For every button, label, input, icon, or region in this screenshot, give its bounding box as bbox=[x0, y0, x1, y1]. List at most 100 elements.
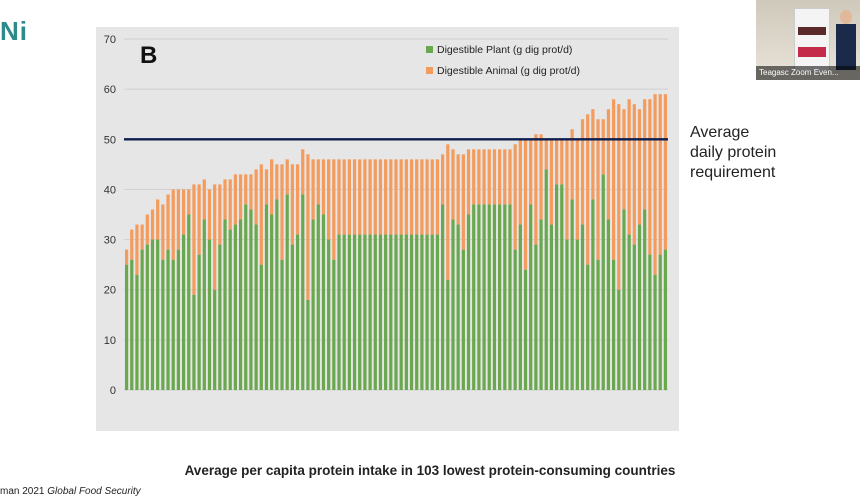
y-tick-label: 70 bbox=[104, 34, 116, 46]
bar-plant bbox=[218, 244, 222, 390]
bar-plant bbox=[420, 234, 424, 390]
bar-animal bbox=[658, 94, 662, 255]
bar-animal bbox=[394, 159, 398, 235]
bar-animal bbox=[384, 159, 388, 235]
bar-animal bbox=[622, 109, 626, 210]
bar-animal bbox=[663, 94, 668, 250]
bar-animal bbox=[446, 144, 450, 280]
bar-plant bbox=[658, 254, 662, 390]
bar-animal bbox=[244, 174, 248, 205]
bar-animal bbox=[145, 214, 149, 245]
bar-animal bbox=[430, 159, 434, 235]
bar-plant bbox=[124, 264, 129, 390]
bar-plant bbox=[575, 239, 579, 390]
video-participant-label: Teagasc Zoom Even... bbox=[756, 66, 860, 80]
bar-animal bbox=[637, 109, 642, 225]
bar-plant bbox=[295, 234, 300, 390]
citation-prefix: man 2021 bbox=[0, 486, 48, 497]
bar-animal bbox=[140, 224, 144, 250]
bar-plant bbox=[358, 234, 362, 390]
bar-plant bbox=[378, 234, 383, 390]
bar-plant bbox=[238, 219, 243, 390]
bar-animal bbox=[549, 139, 554, 225]
bar-animal bbox=[606, 109, 611, 220]
bar-plant bbox=[539, 219, 543, 390]
bar-animal bbox=[254, 169, 258, 225]
bar-plant bbox=[306, 299, 310, 390]
bar-plant bbox=[591, 199, 595, 390]
bar-animal bbox=[570, 129, 574, 200]
speaker-figure bbox=[836, 10, 856, 70]
bar-plant bbox=[290, 244, 294, 390]
bar-animal bbox=[295, 164, 300, 235]
bar-animal bbox=[124, 249, 129, 265]
bar-plant bbox=[477, 204, 481, 390]
bar-animal bbox=[456, 154, 460, 225]
bar-animal bbox=[472, 149, 476, 205]
bar-animal bbox=[648, 99, 652, 255]
bar-animal bbox=[529, 139, 533, 205]
bar-plant bbox=[228, 229, 232, 390]
bar-animal bbox=[228, 179, 232, 230]
bar-plant bbox=[373, 234, 377, 390]
bar-animal bbox=[466, 149, 471, 215]
bar-plant bbox=[570, 199, 574, 390]
bar-animal bbox=[301, 149, 305, 195]
bar-animal bbox=[441, 154, 445, 205]
bar-plant bbox=[352, 234, 357, 390]
bar-animal bbox=[580, 119, 585, 225]
bar-plant bbox=[384, 234, 388, 390]
bar-animal bbox=[264, 169, 269, 205]
bar-plant bbox=[430, 234, 434, 390]
bar-plant bbox=[197, 254, 201, 390]
bar-plant bbox=[394, 234, 398, 390]
bar-plant bbox=[337, 234, 341, 390]
bar-animal bbox=[601, 119, 605, 175]
bar-animal bbox=[617, 104, 621, 290]
bar-animal bbox=[513, 144, 517, 250]
bar-plant bbox=[529, 204, 533, 390]
y-tick-label: 40 bbox=[104, 184, 116, 196]
bar-animal bbox=[420, 159, 424, 235]
bar-plant bbox=[130, 259, 134, 390]
bar-plant bbox=[264, 204, 269, 390]
bar-plant bbox=[363, 234, 367, 390]
bar-plant bbox=[611, 259, 616, 390]
bar-plant bbox=[275, 199, 279, 390]
bar-animal bbox=[290, 164, 294, 245]
bar-plant bbox=[316, 204, 320, 390]
bar-plant bbox=[285, 194, 289, 390]
bar-animal bbox=[498, 149, 502, 205]
bar-animal bbox=[378, 159, 383, 235]
bar-animal bbox=[321, 159, 326, 215]
bar-animal bbox=[187, 189, 191, 215]
slide-caption: Average per capita protein intake in 103… bbox=[184, 463, 676, 478]
bar-plant bbox=[425, 234, 429, 390]
bar-animal bbox=[363, 159, 367, 235]
bar-plant bbox=[637, 224, 642, 390]
bar-plant bbox=[508, 204, 512, 390]
bar-plant bbox=[181, 234, 186, 390]
bar-animal bbox=[270, 159, 274, 215]
bar-animal bbox=[197, 184, 201, 255]
bar-plant bbox=[409, 234, 414, 390]
logo-fragment: Ni bbox=[0, 16, 28, 47]
bar-plant bbox=[492, 204, 497, 390]
bar-plant bbox=[544, 169, 548, 390]
bar-animal bbox=[487, 149, 491, 205]
bar-plant bbox=[171, 259, 175, 390]
legend-swatch bbox=[426, 67, 433, 74]
bar-animal bbox=[534, 134, 538, 245]
bar-animal bbox=[611, 99, 616, 260]
bar-animal bbox=[415, 159, 419, 235]
bar-animal bbox=[373, 159, 377, 235]
annotation-line-2: daily protein bbox=[690, 144, 777, 161]
bar-plant bbox=[617, 289, 621, 390]
video-thumbnail[interactable]: Teagasc Zoom Even... bbox=[756, 0, 860, 80]
bar-plant bbox=[565, 239, 569, 390]
bar-plant bbox=[482, 204, 486, 390]
annotation-line-1: Average bbox=[690, 124, 750, 141]
bar-animal bbox=[207, 189, 212, 240]
bar-plant bbox=[192, 294, 196, 390]
reference-line-annotation: Average daily protein requirement bbox=[690, 123, 776, 183]
